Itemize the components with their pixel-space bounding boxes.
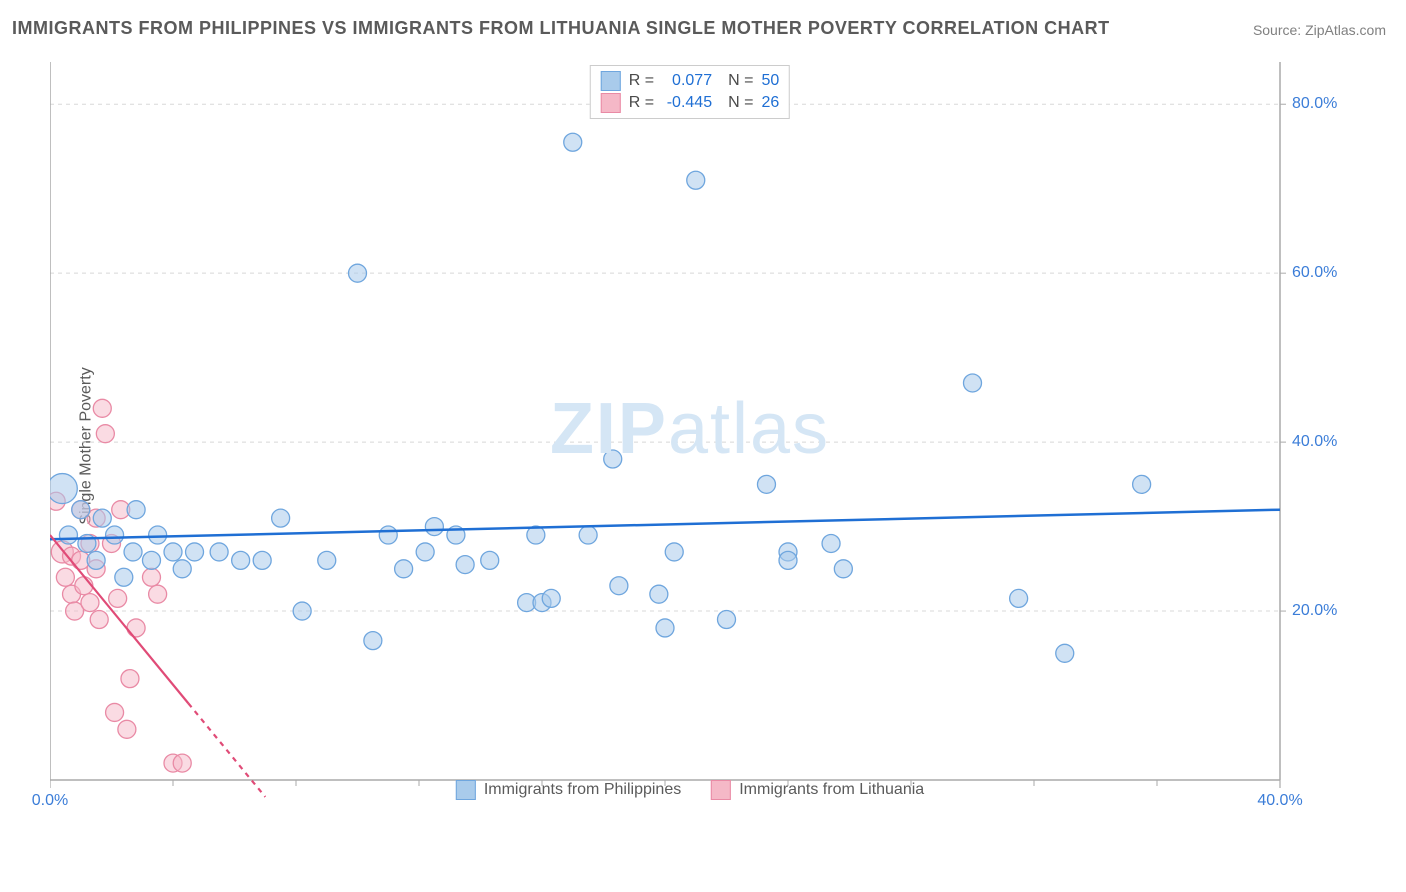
plot-area: ZIPatlas R = 0.077 N = 50 R = -0.445 N =… (50, 62, 1330, 812)
legend-n-value-1: 26 (761, 92, 779, 114)
chart-title: IMMIGRANTS FROM PHILIPPINES VS IMMIGRANT… (12, 18, 1110, 39)
legend-series-swatch-0 (456, 780, 476, 800)
legend-series-swatch-1 (711, 780, 731, 800)
y-tick-label: 40.0% (1292, 433, 1337, 451)
x-tick-label: 40.0% (1257, 792, 1302, 810)
y-tick-label: 60.0% (1292, 264, 1337, 282)
legend-r-value-1: -0.445 (662, 92, 712, 114)
legend-series: Immigrants from Philippines Immigrants f… (456, 780, 924, 800)
legend-series-label-1: Immigrants from Lithuania (739, 781, 924, 799)
legend-row-1: R = -0.445 N = 26 (601, 92, 779, 114)
y-tick-label: 80.0% (1292, 95, 1337, 113)
chart-container: IMMIGRANTS FROM PHILIPPINES VS IMMIGRANT… (0, 0, 1406, 892)
legend-n-label-0: N = (728, 70, 753, 92)
legend-swatch-1 (601, 93, 621, 113)
legend-n-value-0: 50 (761, 70, 779, 92)
legend-row-0: R = 0.077 N = 50 (601, 70, 779, 92)
x-tick-label: 0.0% (32, 792, 68, 810)
legend-n-label-1: N = (728, 92, 753, 114)
plot-svg (50, 62, 1330, 812)
legend-r-value-0: 0.077 (662, 70, 712, 92)
legend-item-1: Immigrants from Lithuania (711, 780, 924, 800)
legend-item-0: Immigrants from Philippines (456, 780, 681, 800)
legend-r-label-0: R = (629, 70, 654, 92)
legend-series-label-0: Immigrants from Philippines (484, 781, 681, 799)
y-tick-label: 20.0% (1292, 602, 1337, 620)
source-label: Source: ZipAtlas.com (1253, 22, 1386, 38)
legend-r-label-1: R = (629, 92, 654, 114)
legend-swatch-0 (601, 71, 621, 91)
legend-correlation: R = 0.077 N = 50 R = -0.445 N = 26 (590, 65, 790, 119)
